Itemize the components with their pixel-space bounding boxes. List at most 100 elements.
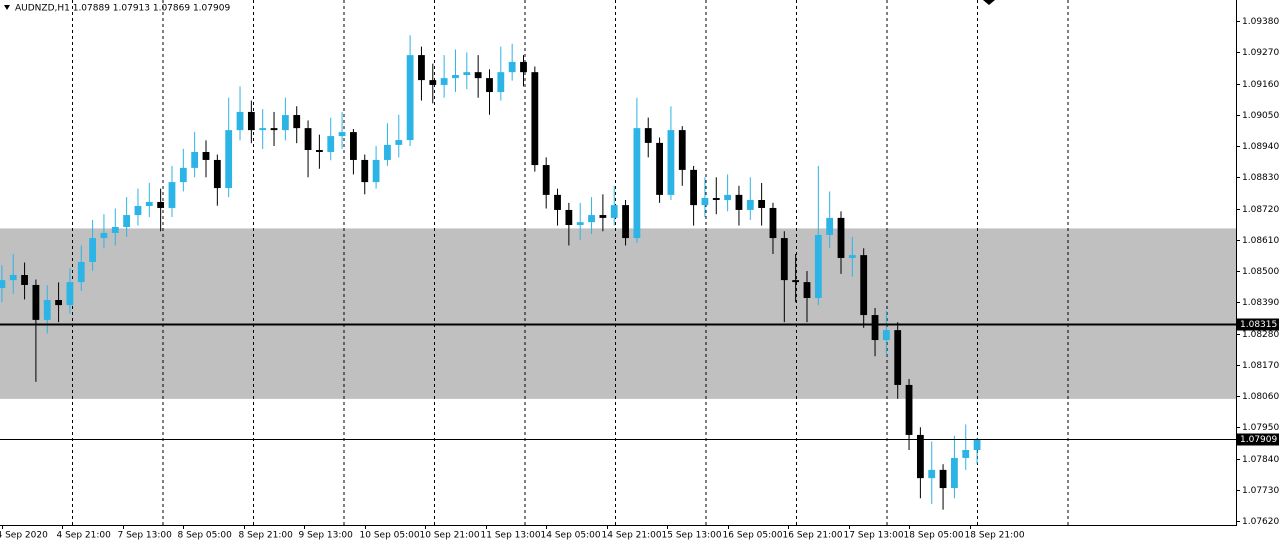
price-level-label: 1.07909 <box>1240 435 1277 445</box>
candle-body <box>962 450 970 458</box>
candle-body <box>9 275 17 281</box>
candle-body <box>100 232 108 239</box>
y-tick-label: 1.08830 <box>1242 173 1279 183</box>
x-tick-label: 17 Sep 13:00 <box>844 531 904 541</box>
x-tick-label: 11 Sep 13:00 <box>481 531 541 541</box>
x-tick-label: 8 Sep 05:00 <box>178 531 233 541</box>
candle-body <box>179 167 187 183</box>
y-tick-label: 1.09270 <box>1242 48 1279 58</box>
x-tick-label: 7 Sep 13:00 <box>118 531 173 541</box>
candle-body <box>622 205 629 239</box>
candle-body <box>939 469 947 489</box>
y-tick-label: 1.08170 <box>1242 361 1279 371</box>
candle-body <box>225 130 233 189</box>
candle-body <box>928 469 936 479</box>
candle-body <box>565 209 573 225</box>
candle-body <box>860 255 868 316</box>
candle-body <box>429 80 437 85</box>
candle-body <box>644 128 652 143</box>
y-tick-label: 1.08940 <box>1242 142 1279 152</box>
candle-body <box>89 238 97 262</box>
y-tick-label: 1.08060 <box>1242 392 1279 402</box>
candle-body <box>0 280 6 289</box>
candle-body <box>77 261 85 283</box>
chart-title: AUDNZD,H1 1.07889 1.07913 1.07869 1.0790… <box>15 4 230 14</box>
candle-body <box>66 282 74 306</box>
x-tick-label: 10 Sep 05:00 <box>360 531 420 541</box>
price-level-box <box>1237 433 1279 446</box>
y-tick-label: 1.07840 <box>1242 455 1279 465</box>
x-tick-label: 10 Sep 21:00 <box>420 531 480 541</box>
candle-body <box>826 217 834 235</box>
candle-body <box>678 130 686 170</box>
candle-body <box>474 72 482 79</box>
candle-body <box>259 128 267 131</box>
candle-body <box>735 194 743 210</box>
candle-body <box>134 205 142 216</box>
candle-body <box>576 222 584 225</box>
candle-body <box>871 315 879 341</box>
y-tick-label: 1.08610 <box>1242 236 1279 246</box>
candle-body <box>905 384 913 435</box>
candle-body <box>43 300 51 320</box>
candle-body <box>916 434 924 479</box>
price-level-box <box>1237 318 1279 331</box>
candle-body <box>327 136 335 152</box>
x-tick-label: 18 Sep 21:00 <box>965 531 1025 541</box>
candle-body <box>894 330 902 385</box>
candle-body <box>338 132 346 137</box>
x-tick-label: 4 Sep 21:00 <box>57 531 112 541</box>
y-tick-label: 1.07620 <box>1242 517 1279 527</box>
y-tick-label: 1.09380 <box>1242 17 1279 27</box>
candle-body <box>610 205 618 218</box>
candle-body <box>690 169 697 206</box>
candle-body <box>315 150 323 152</box>
candle-body <box>406 55 414 141</box>
y-tick-label: 1.09160 <box>1242 80 1279 90</box>
x-tick-label: 9 Sep 13:00 <box>299 531 354 541</box>
candle-body <box>667 130 675 195</box>
x-tick-label: 14 Sep 05:00 <box>541 531 601 541</box>
candle-body <box>293 115 301 129</box>
candle-body <box>554 194 561 210</box>
candle-body <box>463 72 471 75</box>
x-tick-label: 15 Sep 13:00 <box>662 531 722 541</box>
candle-body <box>633 128 641 239</box>
x-tick-label: 4 Sep 2020 <box>0 531 48 541</box>
candle-body <box>758 200 766 208</box>
y-tick-label: 1.07730 <box>1242 486 1279 496</box>
candle-body <box>202 151 210 160</box>
candle-body <box>814 234 822 299</box>
candle-body <box>701 198 709 206</box>
candle-body <box>32 284 40 320</box>
y-tick-label: 1.08500 <box>1242 267 1279 277</box>
y-tick-label: 1.08280 <box>1242 330 1279 340</box>
candle-body <box>599 215 607 218</box>
candle-body <box>55 300 62 306</box>
candle-body <box>247 111 255 131</box>
candle-body <box>803 282 811 299</box>
x-tick-label: 8 Sep 21:00 <box>239 531 294 541</box>
candle-body <box>21 275 28 285</box>
candle-body <box>656 142 663 195</box>
candle-body <box>973 438 981 450</box>
candle-body <box>746 200 754 210</box>
zone <box>0 228 1236 399</box>
candle-body <box>497 72 505 93</box>
candle-body <box>452 75 459 79</box>
candle-body <box>769 207 777 239</box>
candle-body <box>384 144 391 160</box>
x-tick-label: 14 Sep 21:00 <box>602 531 662 541</box>
candle-body <box>281 115 289 131</box>
candle-body <box>724 194 732 200</box>
y-tick-label: 1.09050 <box>1242 111 1279 121</box>
candle-body <box>588 215 595 223</box>
candle-body <box>191 151 199 168</box>
candle-body <box>440 78 448 85</box>
menu-icon[interactable] <box>4 5 10 10</box>
candle-body <box>712 198 720 200</box>
candle-body <box>508 61 516 73</box>
candle-body <box>145 201 153 206</box>
candle-body <box>304 128 312 150</box>
candle-body <box>882 330 890 341</box>
